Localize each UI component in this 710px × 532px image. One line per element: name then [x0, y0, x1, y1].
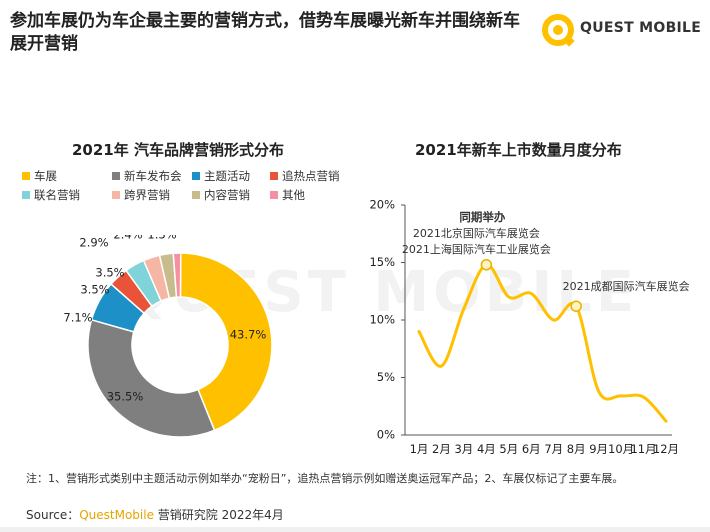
x-tick-label: 8月	[567, 442, 586, 456]
questmobile-logo-icon	[542, 14, 575, 47]
legend-item: 主题活动	[192, 168, 250, 184]
legend-item: 联名营销	[22, 187, 80, 203]
source-suffix: 营销研究院 2022年4月	[153, 508, 284, 522]
x-tick-label: 10月	[608, 442, 634, 456]
legend-item: 追热点营销	[270, 168, 340, 184]
x-tick-label: 3月	[454, 442, 473, 456]
legend-swatch	[22, 172, 30, 180]
legend-item: 新车发布会	[112, 168, 182, 184]
x-tick-label: 7月	[544, 442, 563, 456]
annotation-text: 2021成都国际汽车展览会	[563, 279, 690, 293]
donut-slice-label: 2.4%	[113, 235, 142, 242]
annotation-text: 2021北京国际汽车展览会	[413, 226, 540, 240]
legend-swatch	[270, 172, 278, 180]
legend-swatch	[270, 191, 278, 199]
x-tick-label: 12月	[653, 442, 679, 456]
line-series	[417, 263, 668, 423]
logo-text: QUEST MOBILE	[580, 20, 702, 36]
line-chart-title: 2021年新车上市数量月度分布	[415, 141, 622, 159]
donut-slice-label: 3.5%	[80, 283, 109, 297]
headline: 参加车展仍为车企最主要的营销方式，借势车展曝光新车并围绕新车展开营销	[10, 11, 520, 54]
donut-slice	[87, 318, 216, 438]
legend-swatch	[192, 172, 200, 180]
x-tick-label: 1月	[410, 442, 429, 456]
donut-slice	[179, 252, 273, 432]
legend-label: 其他	[282, 188, 305, 202]
x-tick-label: 2月	[432, 442, 451, 456]
legend-label: 主题活动	[204, 169, 250, 183]
donut-chart-title: 2021年 汽车品牌营销形式分布	[72, 141, 284, 159]
x-tick-label: 9月	[589, 442, 608, 456]
donut-slice	[172, 252, 182, 298]
bottom-bar	[0, 527, 710, 532]
logo: QUEST MOBILE	[540, 12, 705, 48]
donut-chart: 43.7% 35.5% 7.1% 3.5% 3.5% 2.9% 2.4% 1.3%	[63, 235, 273, 438]
y-tick-label: 0%	[377, 428, 395, 442]
annotation-text: 同期举办	[459, 210, 505, 224]
line-chart: 0% 5% 10% 15% 20% 1月 2月 3月 4月 5月 6月 7月 8月 9月 10月11月12月…	[369, 198, 690, 457]
donut-slice-label: 2.9%	[79, 236, 108, 250]
annotation-text: 2021上海国际汽车工业展览会	[402, 242, 551, 256]
footnote: 注：1、营销形式类别中主题活动示例如举办“宠粉日”，追热点营销示例如赠送奥运冠军…	[26, 472, 624, 485]
legend-item: 其他	[270, 187, 305, 203]
x-tick-label: 5月	[499, 442, 518, 456]
legend-item: 内容营销	[192, 187, 250, 203]
x-tick-label: 6月	[522, 442, 541, 456]
donut-slice-label: 1.3%	[147, 235, 176, 242]
annotation-marker	[570, 300, 582, 312]
legend-swatch	[22, 191, 30, 199]
legend-swatch	[112, 172, 120, 180]
donut-slice-label: 35.5%	[107, 390, 144, 404]
legend-item: 跨界营销	[112, 187, 170, 203]
x-tick-label: 4月	[477, 442, 496, 456]
legend-label: 新车发布会	[124, 169, 182, 183]
legend-swatch	[112, 191, 120, 199]
y-tick-label: 20%	[369, 198, 395, 212]
source-prefix: Source：	[26, 508, 80, 522]
donut-slice-label: 7.1%	[63, 311, 92, 325]
donut-slice-label: 3.5%	[95, 266, 124, 280]
source-brand: QuestMobile	[79, 508, 154, 522]
annotation-marker	[480, 259, 493, 271]
legend-swatch	[192, 191, 200, 199]
legend-label: 追热点营销	[282, 169, 340, 183]
y-tick-label: 5%	[377, 370, 395, 384]
donut-slice-label: 43.7%	[230, 328, 267, 342]
x-tick-label: 11月	[630, 442, 656, 456]
legend-item: 车展	[22, 168, 57, 184]
legend-label: 联名营销	[34, 188, 80, 202]
y-tick-label: 15%	[369, 255, 395, 269]
source-line: Source：QuestMobile 营销研究院 2022年4月	[26, 506, 284, 523]
y-tick-label: 10%	[369, 313, 395, 327]
legend-label: 车展	[34, 169, 57, 183]
legend-label: 内容营销	[204, 188, 250, 202]
legend-label: 跨界营销	[124, 188, 170, 202]
